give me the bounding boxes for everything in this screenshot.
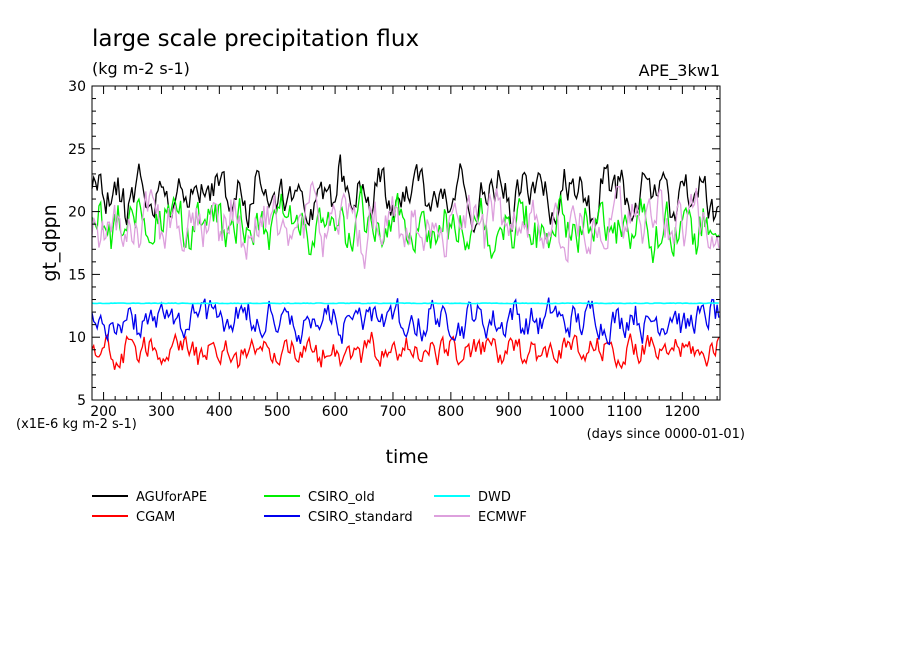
y-tick-label: 20 (68, 205, 86, 221)
x-tick-label: 1200 (665, 404, 701, 420)
x-tick-label: 500 (264, 404, 291, 420)
x-tick-label: 1000 (549, 404, 585, 420)
x-units-label: (days since 0000-01-01) (587, 427, 745, 442)
x-tick-label: 700 (380, 404, 407, 420)
legend-label-aguforape: AGUforAPE (136, 490, 207, 505)
series-line-dwd (91, 302, 719, 305)
x-tick-label: 400 (206, 404, 233, 420)
series-line-ecmwf (91, 180, 720, 269)
legend-label-ecmwf: ECMWF (478, 510, 527, 525)
legend-label-csiro-standard: CSIRO_standard (308, 510, 413, 525)
y-tick-label: 15 (68, 267, 86, 283)
y-axis-label: gt_dppn (39, 204, 61, 281)
x-tick-label: 200 (90, 404, 117, 420)
x-tick-label: 600 (322, 404, 349, 420)
y-tick-label: 25 (68, 142, 86, 158)
x-tick-label: 300 (148, 404, 175, 420)
series-line-aguforape (91, 154, 720, 234)
legend-label-dwd: DWD (478, 490, 511, 505)
experiment-label: APE_3kw1 (639, 61, 720, 81)
chart-subtitle: (kg m-2 s-1) (92, 59, 190, 78)
legend-label-cgam: CGAM (136, 510, 175, 525)
y-multiplier-label: (x1E-6 kg m-2 s-1) (16, 417, 137, 432)
x-tick-label: 1100 (607, 404, 643, 420)
legend-label-csiro-old: CSIRO_old (308, 490, 375, 505)
series-line-cgam (91, 331, 720, 370)
legend: AGUforAPE CGAM CSIRO_old CSIRO_standard DWD E… (92, 490, 527, 525)
ticks-layer: 200 300 400 500 600 700 800 900 1000 1100 1200 5 10 1… (68, 79, 720, 420)
series-line-csiro-standard (91, 297, 720, 346)
plot-frame (91, 85, 721, 401)
x-tick-label: 900 (495, 404, 522, 420)
series-layer (91, 154, 720, 370)
x-tick-label: 800 (437, 404, 464, 420)
y-tick-label: 5 (77, 393, 86, 409)
y-tick-label: 10 (68, 330, 86, 346)
x-axis-label: time (386, 446, 429, 468)
chart-title: large scale precipitation flux (92, 26, 419, 52)
y-tick-label: 30 (68, 79, 86, 95)
